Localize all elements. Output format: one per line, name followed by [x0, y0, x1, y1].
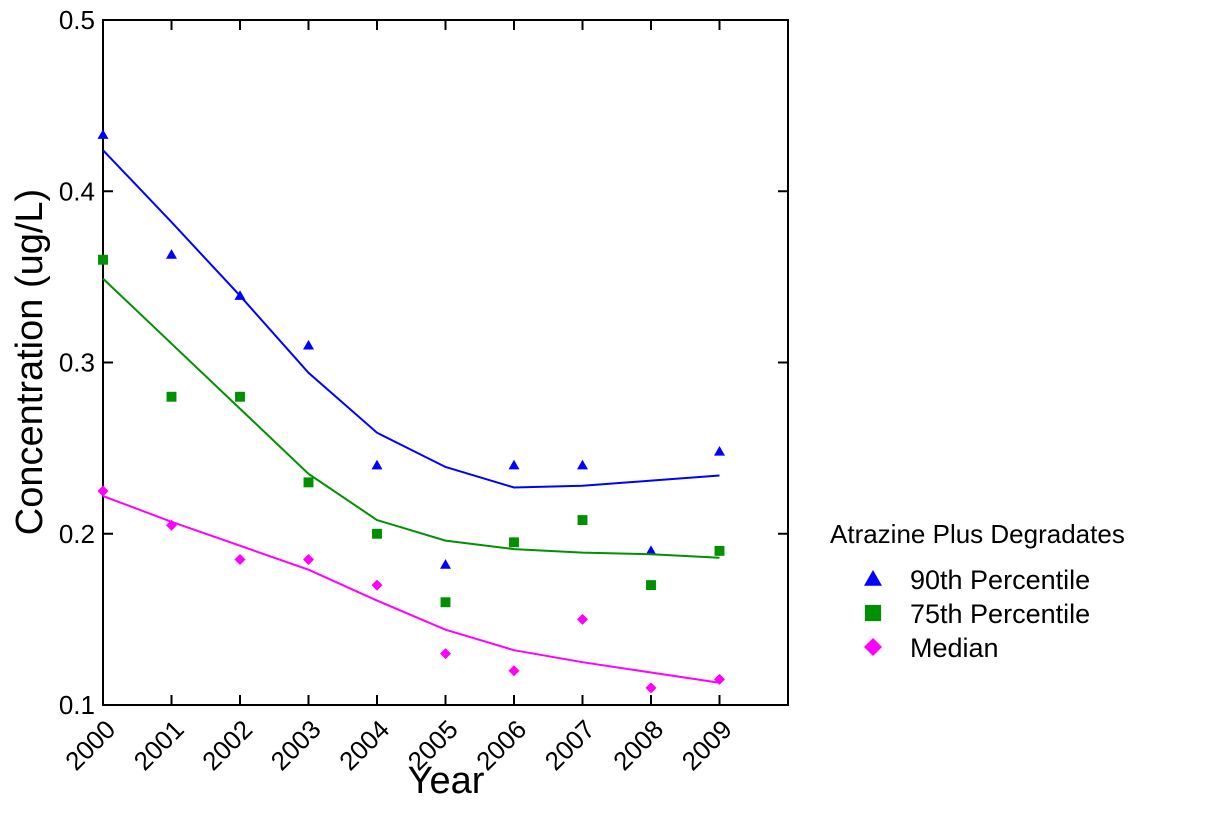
x-tick-label: 2004	[333, 714, 395, 776]
x-tick-label: 2009	[676, 714, 738, 776]
y-axis: 0.1 0.2 0.3 0.4 0.5	[59, 5, 788, 720]
data-point-90th-percentile	[166, 249, 177, 259]
x-tick-label: 2003	[265, 714, 327, 776]
data-point-90th-percentile	[371, 459, 383, 470]
data-point-75th-percentile	[98, 254, 108, 265]
y-tick-label: 0.5	[59, 5, 95, 35]
legend-title: Atrazine Plus Degradates	[830, 519, 1125, 549]
y-tick-label: 0.2	[59, 519, 95, 549]
trend-line-90th-percentile	[102, 149, 720, 489]
data-point-median	[508, 665, 520, 677]
data-point-75th-percentile	[235, 391, 245, 402]
data-point-median	[166, 519, 177, 531]
data-point-median	[97, 485, 109, 497]
legend-label-75th-percentile: 75th Percentile	[910, 599, 1090, 629]
legend-label-90th-percentile: 90th Percentile	[910, 565, 1090, 595]
trend-line-75th-percentile	[102, 277, 720, 559]
data-point-90th-percentile	[303, 339, 314, 350]
data-point-median	[371, 579, 383, 591]
x-axis: 2000 2001 2002 2003 2004 2005 2006 2007 2008 2009	[59, 20, 738, 776]
legend-marker-90th-percentile	[864, 570, 882, 586]
data-point-75th-percentile	[714, 545, 725, 556]
legend-label-median: Median	[910, 633, 999, 663]
x-tick-label: 2007	[539, 714, 601, 776]
y-tick-label: 0.3	[59, 348, 95, 378]
legend: Atrazine Plus Degradates 90th Percentile…	[830, 519, 1125, 663]
data-point-75th-percentile	[166, 391, 177, 402]
data-point-median	[303, 553, 314, 565]
data-point-75th-percentile	[577, 515, 588, 525]
x-tick-label: 2002	[196, 714, 258, 776]
data-point-median	[234, 553, 246, 565]
data-point-90th-percentile	[714, 446, 725, 456]
legend-marker-75th-percentile	[864, 604, 882, 622]
x-tick-label: 2000	[59, 714, 121, 776]
data-point-75th-percentile	[646, 580, 656, 591]
data-point-90th-percentile	[645, 545, 657, 555]
y-axis-title: Concentration (ug/L)	[9, 189, 51, 535]
data-point-median	[577, 613, 588, 625]
data-point-90th-percentile	[440, 559, 451, 569]
data-point-90th-percentile	[508, 459, 520, 470]
data-point-median	[645, 682, 657, 694]
data-point-median	[714, 673, 725, 685]
series-layer	[97, 129, 725, 694]
data-point-90th-percentile	[97, 129, 109, 139]
trend-line-median	[102, 495, 720, 684]
data-point-90th-percentile	[234, 290, 246, 300]
data-point-75th-percentile	[440, 597, 451, 608]
data-point-75th-percentile	[303, 477, 314, 488]
data-point-75th-percentile	[372, 528, 382, 539]
data-point-median	[440, 648, 451, 660]
x-axis-title: Year	[408, 760, 485, 802]
x-tick-label: 2008	[607, 714, 669, 776]
y-tick-label: 0.1	[59, 690, 95, 720]
x-tick-label: 2001	[128, 714, 190, 776]
y-tick-label: 0.4	[59, 176, 95, 206]
legend-marker-median	[864, 638, 882, 656]
data-point-90th-percentile	[577, 459, 588, 470]
data-point-75th-percentile	[509, 537, 519, 548]
